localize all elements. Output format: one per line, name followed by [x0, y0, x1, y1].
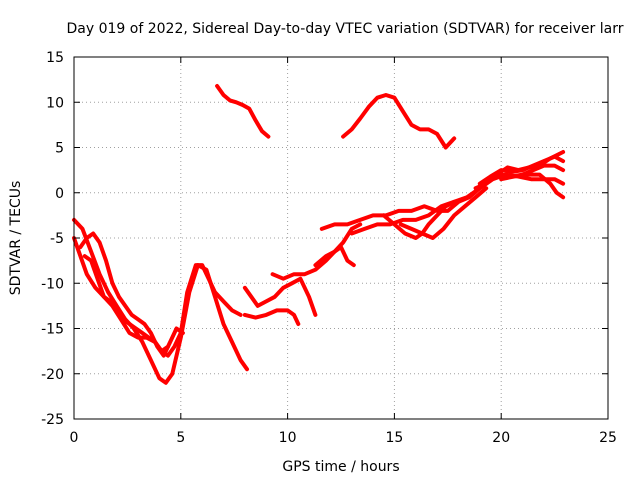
- data-series-11: [341, 93, 457, 150]
- y-tick-label: -15: [41, 322, 64, 338]
- x-tick-label: 25: [599, 430, 617, 446]
- x-tick-label: 10: [279, 430, 297, 446]
- data-series-9: [313, 245, 356, 268]
- chart-title: Day 019 of 2022, Sidereal Day-to-day VTE…: [67, 21, 624, 37]
- data-series-12: [349, 172, 566, 236]
- data-series-5: [215, 84, 271, 139]
- y-axis-label: SDTVAR / TECUs: [8, 181, 24, 296]
- y-tick-label: -10: [41, 276, 64, 292]
- axis-ticks: [73, 56, 609, 420]
- data-series: [72, 84, 566, 385]
- data-series-8: [270, 222, 363, 281]
- data-series-14: [398, 186, 489, 240]
- x-tick-labels: 0 5 10 15 20 25: [70, 430, 617, 446]
- gridlines: [74, 57, 608, 419]
- y-tick-label: 5: [55, 141, 64, 157]
- y-tick-label: 15: [46, 50, 64, 66]
- data-series-4: [82, 254, 170, 354]
- y-tick-label: -20: [41, 367, 64, 383]
- data-series-6: [242, 276, 318, 317]
- y-tick-label: 0: [55, 186, 64, 202]
- data-series-7: [242, 308, 301, 326]
- data-series-3: [78, 231, 185, 358]
- x-tick-label: 0: [70, 430, 79, 446]
- x-tick-label: 5: [176, 430, 185, 446]
- x-axis-label: GPS time / hours: [282, 459, 399, 475]
- y-tick-label: 10: [46, 95, 64, 111]
- data-series-10: [319, 163, 566, 231]
- y-tick-labels: -25 -20 -15 -10 -5 0 5 10 15: [41, 50, 64, 428]
- y-tick-label: -5: [50, 231, 64, 247]
- x-tick-label: 15: [385, 430, 403, 446]
- y-tick-label: -25: [41, 412, 64, 428]
- data-series-17: [499, 172, 566, 200]
- data-series-16: [477, 154, 566, 186]
- x-tick-label: 20: [492, 430, 510, 446]
- data-series-1: [72, 217, 249, 385]
